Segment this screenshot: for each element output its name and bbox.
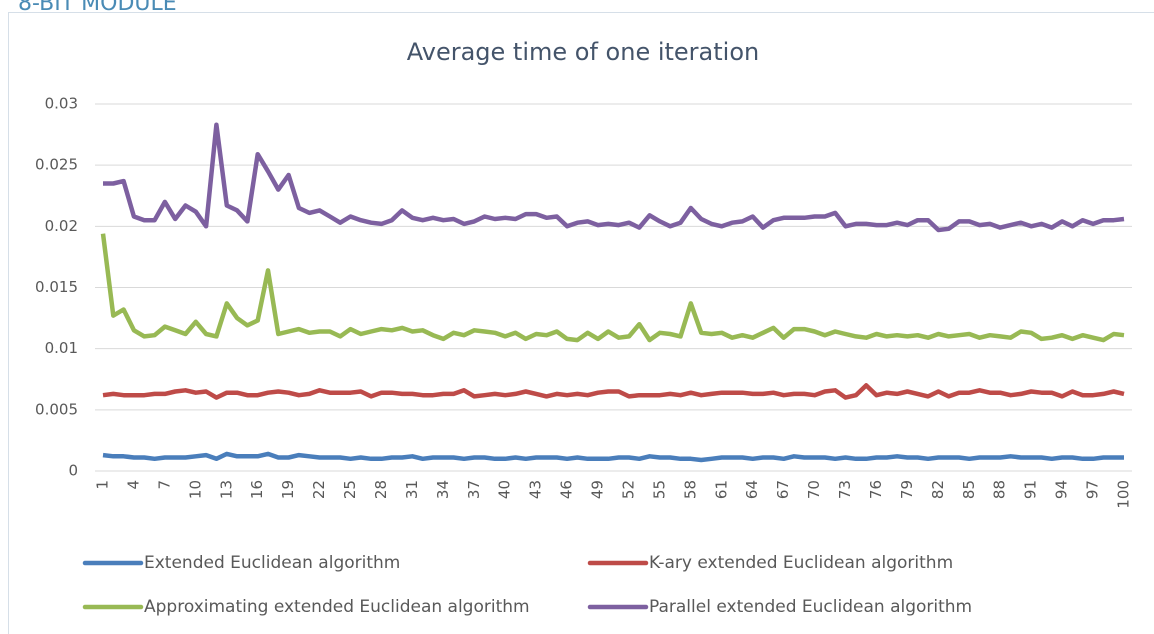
y-tick-label: 0.025 [35, 156, 78, 174]
x-tick-label: 4 [124, 480, 142, 490]
x-tick-label: 40 [496, 480, 514, 499]
x-tick-label: 49 [589, 480, 607, 499]
x-tick-label: 7 [155, 480, 173, 490]
x-tick-label: 55 [650, 480, 668, 499]
x-tick-label: 85 [960, 480, 978, 499]
series-line [100, 233, 1125, 343]
x-tick-label: 94 [1053, 480, 1071, 499]
x-tick-label: 70 [805, 480, 823, 499]
series-line [102, 451, 1124, 463]
legend-label: Approximating extended Euclidean algorit… [144, 597, 530, 617]
x-tick-label: 22 [310, 480, 328, 499]
legend-label: K-ary extended Euclidean algorithm [649, 553, 953, 573]
y-tick-label: 0.02 [45, 217, 78, 235]
y-tick-label: 0.005 [35, 400, 78, 418]
y-tick-label: 0.01 [45, 339, 78, 357]
x-tick-label: 61 [712, 480, 730, 499]
x-tick-label: 79 [898, 480, 916, 499]
x-tick-label: 10 [186, 480, 204, 499]
x-tick-label: 67 [774, 480, 792, 499]
x-tick-label: 100 [1115, 480, 1133, 509]
x-tick-label: 97 [1084, 480, 1102, 499]
x-tick-label: 76 [867, 480, 885, 499]
x-tick-label: 91 [1022, 480, 1040, 499]
y-tick-label: 0.015 [35, 278, 78, 296]
x-tick-label: 34 [434, 480, 452, 499]
x-tick-label: 46 [558, 480, 576, 499]
series-line [102, 383, 1125, 400]
x-tick-label: 64 [743, 480, 761, 499]
x-tick-label: 58 [681, 480, 699, 499]
page-heading: 8-BIT MODULE [18, 0, 177, 16]
y-tick-label: 0 [68, 462, 78, 480]
x-tick-label: 1 [94, 480, 112, 490]
x-tick-label: 19 [279, 480, 297, 499]
legend-label: Parallel extended Euclidean algorithm [649, 597, 972, 617]
x-tick-label: 31 [403, 480, 421, 499]
x-tick-label: 88 [991, 480, 1009, 499]
chart-frame [8, 12, 1154, 634]
x-tick-label: 13 [217, 480, 235, 499]
x-tick-label: 73 [836, 480, 854, 499]
legend-label: Extended Euclidean algorithm [144, 553, 400, 573]
chart-title: Average time of one iteration [407, 38, 759, 66]
series-line [103, 122, 1125, 233]
x-tick-label: 25 [341, 480, 359, 499]
x-tick-label: 16 [248, 480, 266, 499]
x-tick-label: 43 [527, 480, 545, 499]
x-tick-label: 28 [372, 480, 390, 499]
x-tick-label: 52 [619, 480, 637, 499]
x-tick-label: 37 [465, 480, 483, 499]
y-tick-label: 0.03 [45, 95, 78, 113]
x-tick-label: 82 [929, 480, 947, 499]
